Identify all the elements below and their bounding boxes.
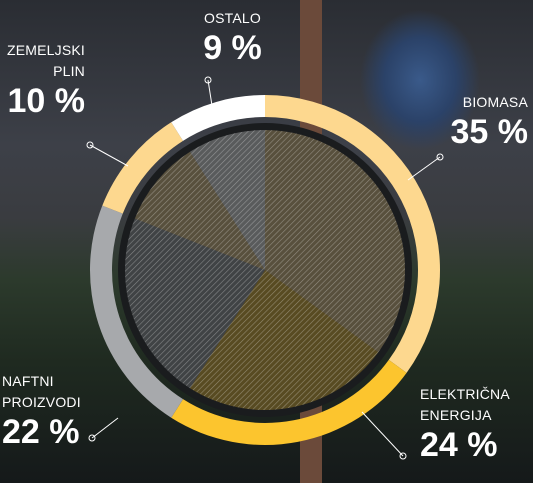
category-name: NAFTNI PROIZVODI: [2, 373, 81, 410]
category-name: BIOMASA: [462, 94, 528, 110]
ring-segment: [265, 95, 440, 373]
pie-hatch: [189, 270, 379, 410]
leader-dot: [399, 452, 407, 460]
leader-lines: [86, 76, 444, 460]
value-label: 9 %: [203, 29, 262, 67]
value-label: 35 %: [450, 113, 529, 151]
leader-line: [89, 144, 129, 167]
leader-line: [207, 79, 214, 113]
pie-hatch: [265, 130, 405, 353]
leader-line: [361, 411, 404, 457]
category-name: ELEKTRIČNA ENERGIJA: [420, 386, 510, 423]
category-name: OSTALO: [204, 10, 261, 26]
slice-label: ZEMELJSKI PLIN 10 %: [0, 40, 85, 120]
ring-segment: [171, 95, 265, 141]
ring-segment: [90, 205, 184, 418]
slice-label: BIOMASA 35 %: [408, 92, 529, 151]
leader-dot: [436, 153, 444, 161]
pie-hatch: [134, 151, 265, 270]
slice-label: NAFTNI PROIZVODI 22 %: [2, 371, 92, 451]
value-label: 24 %: [420, 426, 498, 464]
pie-hatch: [189, 130, 265, 270]
value-label: 22 %: [2, 413, 80, 451]
pie-hatch: [125, 218, 265, 389]
slice-label: OSTALO 9 %: [185, 8, 280, 67]
leader-dot: [86, 141, 94, 149]
leader-dot: [204, 76, 212, 84]
value-label: 10 %: [7, 82, 86, 120]
leader-line: [407, 156, 441, 181]
leader-line: [91, 417, 119, 439]
ring-segment: [102, 122, 184, 214]
slice-label: ELEKTRIČNA ENERGIJA 24 %: [420, 384, 530, 464]
ring-segment: [171, 359, 407, 445]
category-name: ZEMELJSKI PLIN: [6, 42, 85, 79]
leader-dot: [88, 434, 96, 442]
